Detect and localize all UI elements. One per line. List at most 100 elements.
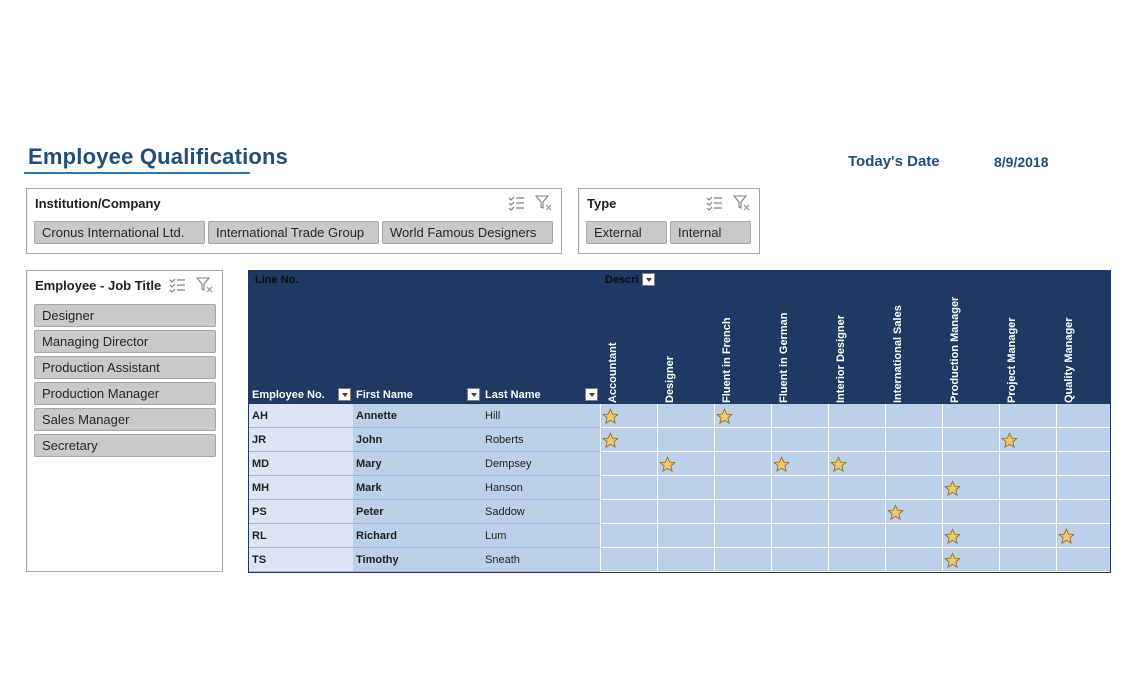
qualification-cell[interactable]	[1056, 404, 1110, 428]
qualification-cell[interactable]	[600, 524, 657, 548]
qualification-cell[interactable]	[885, 452, 942, 476]
clear-filter-icon[interactable]	[733, 195, 751, 211]
qualification-cell[interactable]	[714, 476, 771, 500]
qualification-cell[interactable]	[942, 524, 999, 548]
qualification-cell[interactable]	[1056, 524, 1110, 548]
qualification-cell[interactable]	[771, 404, 828, 428]
qualification-cell[interactable]	[828, 524, 885, 548]
qualification-cell[interactable]	[771, 452, 828, 476]
qualification-cell[interactable]	[714, 452, 771, 476]
last-name-filter-dropdown[interactable]	[585, 388, 598, 401]
employee-no-cell[interactable]: TS	[249, 548, 353, 572]
slicer-item-cronus[interactable]: Cronus International Ltd.	[34, 221, 205, 244]
slicer-item-designer[interactable]: Designer	[34, 304, 216, 327]
employee-no-cell[interactable]: MH	[249, 476, 353, 500]
qualification-cell[interactable]	[885, 548, 942, 572]
qualification-cell[interactable]	[1056, 500, 1110, 524]
qualification-cell[interactable]	[999, 524, 1056, 548]
qualification-cell[interactable]	[714, 548, 771, 572]
qualification-cell[interactable]	[828, 548, 885, 572]
qualification-cell[interactable]	[999, 500, 1056, 524]
qualification-cell[interactable]	[714, 524, 771, 548]
last-name-cell[interactable]: Saddow	[485, 506, 525, 518]
employee-no-cell[interactable]: PS	[249, 500, 353, 524]
qualification-cell[interactable]	[771, 548, 828, 572]
qualification-cell[interactable]	[942, 500, 999, 524]
slicer-item-international-trade-group[interactable]: International Trade Group	[208, 221, 379, 244]
last-name-cell[interactable]: Roberts	[485, 434, 524, 446]
qualification-cell[interactable]	[885, 524, 942, 548]
qualification-cell[interactable]	[600, 548, 657, 572]
qualification-cell[interactable]	[657, 428, 714, 452]
qualification-cell[interactable]	[828, 428, 885, 452]
first-name-cell[interactable]: Peter	[353, 500, 601, 524]
qualification-cell[interactable]	[600, 428, 657, 452]
qualification-cell[interactable]	[657, 476, 714, 500]
qualification-cell[interactable]	[942, 476, 999, 500]
slicer-item-internal[interactable]: Internal	[670, 221, 751, 244]
qualification-cell[interactable]	[1056, 452, 1110, 476]
qualification-cell[interactable]	[657, 548, 714, 572]
qualification-cell[interactable]	[828, 476, 885, 500]
qualification-cell[interactable]	[942, 452, 999, 476]
last-name-cell[interactable]: Lum	[485, 530, 507, 542]
last-name-cell[interactable]: Dempsey	[485, 458, 532, 470]
qualification-cell[interactable]	[1056, 428, 1110, 452]
qualification-cell[interactable]	[600, 404, 657, 428]
employee-no-cell[interactable]: AH	[249, 404, 353, 428]
qualification-cell[interactable]	[999, 548, 1056, 572]
last-name-cell[interactable]: Sneath	[485, 554, 520, 566]
qualification-cell[interactable]	[771, 476, 828, 500]
qualification-cell[interactable]	[999, 428, 1056, 452]
last-name-cell[interactable]: Hanson	[485, 482, 523, 494]
slicer-item-managing-director[interactable]: Managing Director	[34, 330, 216, 353]
qualification-cell[interactable]	[999, 476, 1056, 500]
first-name-cell[interactable]: John	[353, 428, 601, 452]
qualification-cell[interactable]	[771, 428, 828, 452]
first-name-filter-dropdown[interactable]	[467, 388, 480, 401]
qualification-cell[interactable]	[771, 500, 828, 524]
qualification-cell[interactable]	[942, 548, 999, 572]
qualification-cell[interactable]	[657, 404, 714, 428]
qualification-cell[interactable]	[714, 428, 771, 452]
first-name-cell[interactable]: Timothy	[353, 548, 601, 572]
multi-select-icon[interactable]	[705, 195, 723, 211]
multi-select-icon[interactable]	[507, 195, 525, 211]
qualification-cell[interactable]	[828, 452, 885, 476]
qualification-cell[interactable]	[885, 404, 942, 428]
slicer-item-world-famous-designers[interactable]: World Famous Designers	[382, 221, 553, 244]
qualification-cell[interactable]	[999, 404, 1056, 428]
employee-no-cell[interactable]: RL	[249, 524, 353, 548]
employee-no-cell[interactable]: MD	[249, 452, 353, 476]
first-name-cell[interactable]: Richard	[353, 524, 601, 548]
first-name-cell[interactable]: Mary	[353, 452, 601, 476]
qualification-cell[interactable]	[657, 524, 714, 548]
clear-filter-icon[interactable]	[196, 277, 214, 293]
qualification-cell[interactable]	[942, 404, 999, 428]
employee-no-filter-dropdown[interactable]	[338, 388, 351, 401]
slicer-item-production-assistant[interactable]: Production Assistant	[34, 356, 216, 379]
qualification-cell[interactable]	[885, 476, 942, 500]
qualification-cell[interactable]	[657, 452, 714, 476]
qualification-cell[interactable]	[1056, 476, 1110, 500]
last-name-cell[interactable]: Hill	[485, 410, 501, 422]
multi-select-icon[interactable]	[168, 277, 186, 293]
qualification-cell[interactable]	[771, 524, 828, 548]
qualification-cell[interactable]	[942, 428, 999, 452]
qualification-cell[interactable]	[714, 500, 771, 524]
qualification-cell[interactable]	[657, 500, 714, 524]
description-filter-dropdown[interactable]	[642, 273, 655, 286]
clear-filter-icon[interactable]	[535, 195, 553, 211]
qualification-cell[interactable]	[828, 500, 885, 524]
qualification-cell[interactable]	[714, 404, 771, 428]
qualification-cell[interactable]	[600, 476, 657, 500]
slicer-item-secretary[interactable]: Secretary	[34, 434, 216, 457]
qualification-cell[interactable]	[600, 500, 657, 524]
qualification-cell[interactable]	[885, 428, 942, 452]
qualification-cell[interactable]	[600, 452, 657, 476]
first-name-cell[interactable]: Annette	[353, 404, 601, 428]
qualification-cell[interactable]	[828, 404, 885, 428]
employee-no-cell[interactable]: JR	[249, 428, 353, 452]
qualification-cell[interactable]	[1056, 548, 1110, 572]
slicer-item-sales-manager[interactable]: Sales Manager	[34, 408, 216, 431]
